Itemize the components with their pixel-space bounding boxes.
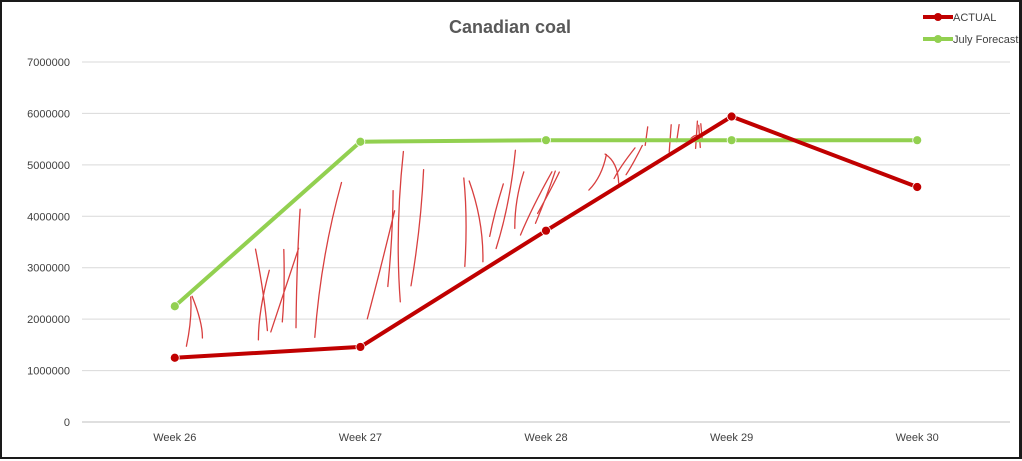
y-axis: 0 1000000 2000000 3000000 4000000 5000000 6000… [27, 57, 70, 429]
y-tick-label: 1000000 [27, 366, 70, 378]
series-line-actual [172, 114, 920, 360]
y-tick-label: 6000000 [27, 108, 70, 120]
y-tick-label: 5000000 [27, 160, 70, 172]
data-point-july-forecast[interactable] [355, 136, 366, 147]
y-tick-label: 3000000 [27, 263, 70, 275]
x-tick-label: Week 27 [339, 432, 382, 444]
data-point-actual[interactable] [541, 225, 551, 236]
x-tick-label: Week 30 [896, 432, 939, 444]
legend-item-actual[interactable]: ACTUAL [923, 12, 996, 24]
y-tick-label: 0 [64, 417, 70, 429]
hand-drawn-hatching [185, 120, 703, 347]
data-point-july-forecast[interactable] [541, 135, 551, 146]
series [169, 111, 923, 363]
x-tick-label: Week 29 [710, 432, 753, 444]
data-point-july-forecast[interactable] [726, 135, 737, 146]
y-tick-label: 2000000 [27, 314, 70, 326]
data-point-actual[interactable] [726, 111, 737, 122]
legend-swatch-marker [934, 13, 942, 21]
x-tick-label: Week 26 [153, 432, 196, 444]
x-tick-label: Week 28 [524, 432, 567, 444]
legend-swatch-marker [934, 35, 942, 43]
data-point-july-forecast[interactable] [912, 135, 923, 146]
data-point-actual[interactable] [912, 182, 923, 192]
data-point-actual[interactable] [355, 342, 366, 352]
data-point-july-forecast[interactable] [169, 301, 180, 312]
legend-label: July Forecast [953, 34, 1018, 46]
y-tick-label: 4000000 [27, 211, 70, 223]
data-point-actual[interactable] [169, 352, 180, 363]
x-axis: Week 26 Week 27 Week 28 Week 29 Week 30 [153, 432, 939, 444]
legend[interactable]: ACTUAL July Forecast [923, 12, 1018, 46]
legend-label: ACTUAL [953, 12, 996, 24]
hatch-strokes [185, 120, 703, 347]
chart-title: Canadian coal [449, 17, 571, 37]
y-tick-label: 7000000 [27, 57, 70, 69]
legend-item-july-forecast[interactable]: July Forecast [923, 34, 1018, 46]
gridlines [82, 61, 1010, 423]
